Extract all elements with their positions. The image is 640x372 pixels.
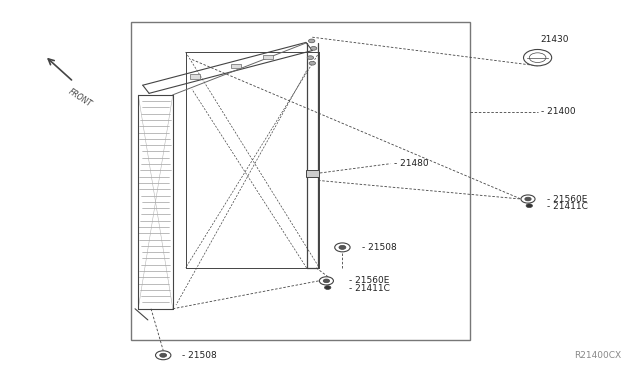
Bar bbox=[230, 64, 241, 68]
Circle shape bbox=[310, 46, 317, 50]
Circle shape bbox=[335, 243, 350, 252]
Text: R21400CX: R21400CX bbox=[573, 351, 621, 360]
Circle shape bbox=[309, 61, 316, 65]
Text: - 21560E: - 21560E bbox=[349, 276, 389, 285]
Circle shape bbox=[339, 246, 346, 249]
Bar bbox=[306, 170, 319, 177]
Text: - 21508: - 21508 bbox=[362, 243, 396, 252]
Text: - 21411C: - 21411C bbox=[349, 284, 390, 293]
Circle shape bbox=[525, 197, 531, 201]
Circle shape bbox=[323, 279, 330, 283]
Circle shape bbox=[526, 204, 532, 208]
Bar bbox=[189, 74, 200, 79]
Text: - 21560E: - 21560E bbox=[547, 195, 588, 203]
Circle shape bbox=[524, 49, 552, 66]
Circle shape bbox=[319, 277, 333, 285]
Text: 21430: 21430 bbox=[541, 35, 570, 44]
Circle shape bbox=[308, 39, 315, 43]
Circle shape bbox=[521, 195, 535, 203]
Circle shape bbox=[307, 56, 314, 60]
Text: - 21411C: - 21411C bbox=[547, 202, 588, 211]
Text: - 21400: - 21400 bbox=[541, 107, 575, 116]
Circle shape bbox=[529, 53, 546, 62]
Circle shape bbox=[160, 353, 166, 357]
Circle shape bbox=[156, 351, 171, 360]
Text: - 21508: - 21508 bbox=[182, 351, 217, 360]
Bar bbox=[131, 22, 470, 340]
Circle shape bbox=[324, 286, 331, 289]
Bar bbox=[263, 55, 273, 60]
Text: - 21480: - 21480 bbox=[394, 159, 428, 168]
Text: FRONT: FRONT bbox=[67, 87, 94, 109]
